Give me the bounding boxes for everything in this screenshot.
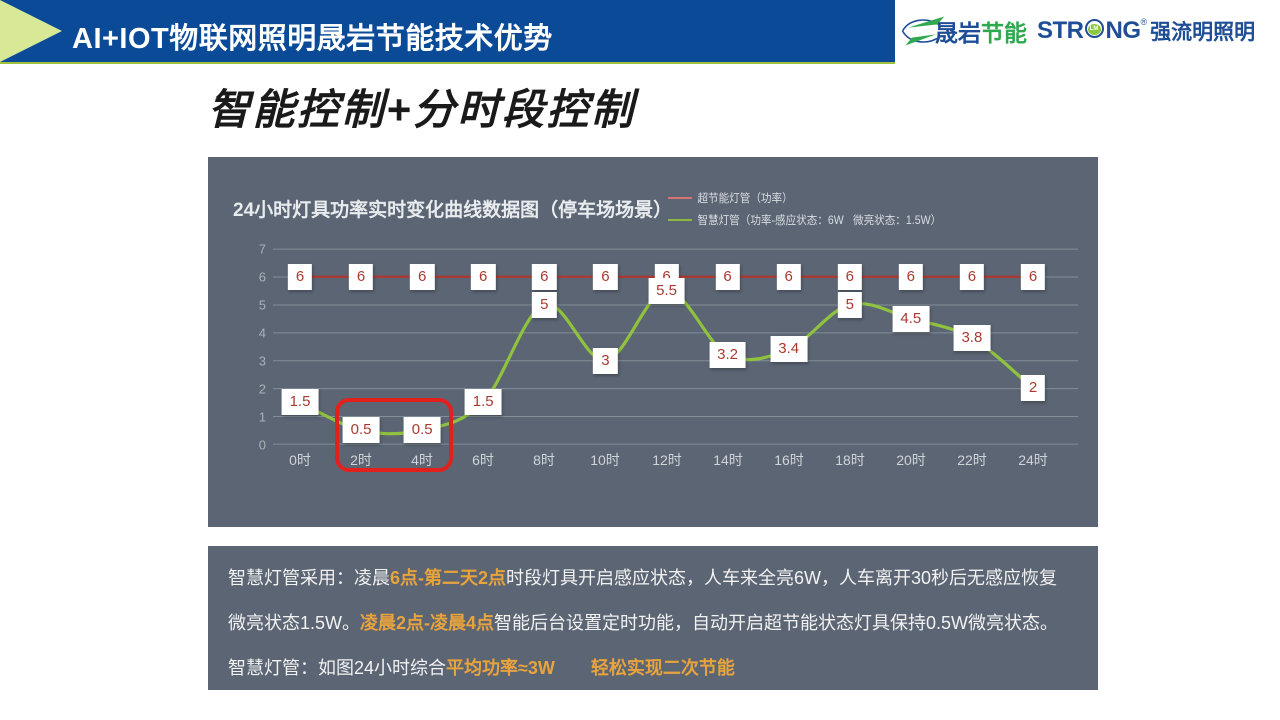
svg-text:6时: 6时 [472,452,494,468]
svg-text:10时: 10时 [590,452,620,468]
svg-text:3: 3 [259,354,266,369]
svg-text:12时: 12时 [652,452,682,468]
svg-text:16时: 16时 [774,452,804,468]
svg-text:14时: 14时 [713,452,743,468]
svg-text:18时: 18时 [835,452,865,468]
svg-text:2: 2 [259,382,266,397]
svg-text:24时: 24时 [1018,452,1048,468]
svg-text:6: 6 [259,270,266,285]
svg-text:22时: 22时 [957,452,987,468]
svg-text:0: 0 [259,438,266,453]
svg-text:4: 4 [259,326,266,341]
svg-text:0时: 0时 [289,452,311,468]
svg-text:5: 5 [259,298,266,313]
svg-text:7: 7 [259,242,266,257]
svg-text:1: 1 [259,410,266,425]
svg-text:8时: 8时 [533,452,555,468]
svg-text:20时: 20时 [896,452,926,468]
